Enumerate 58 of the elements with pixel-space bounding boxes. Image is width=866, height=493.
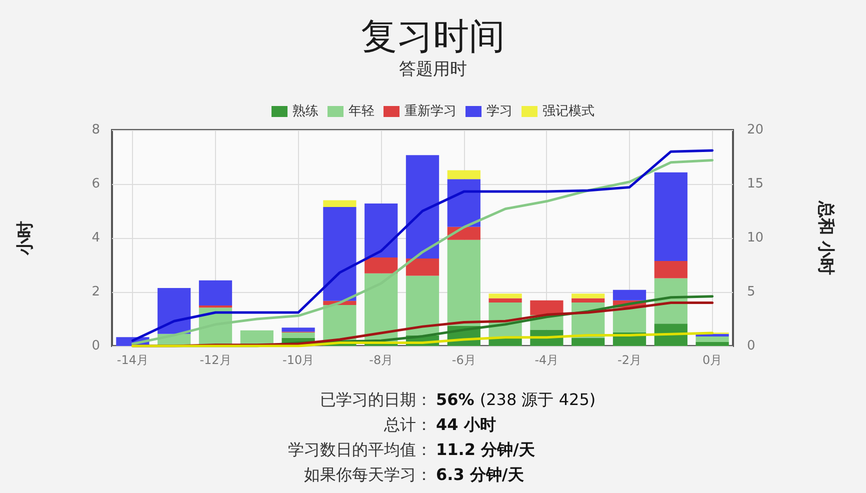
legend-label: 年轻 bbox=[348, 104, 374, 119]
bar bbox=[198, 280, 232, 306]
x-tick-label: -12月 bbox=[200, 353, 232, 367]
text: 总计： 44 小时 bbox=[384, 414, 496, 436]
legend-label: 熟练 bbox=[292, 104, 318, 119]
bar bbox=[696, 342, 729, 346]
text: 学习数日的平均值： 11.2 分钟/天 bbox=[288, 439, 535, 461]
x-tick-label: -2月 bbox=[618, 353, 642, 367]
bar bbox=[572, 294, 605, 298]
x-tick-label: -8月 bbox=[369, 353, 394, 367]
y2-tick-label: 5 bbox=[747, 284, 756, 300]
bar bbox=[654, 172, 688, 261]
y-tick-label: 4 bbox=[92, 230, 100, 246]
y2-axis-title: 总和 小时 bbox=[816, 200, 836, 275]
bar bbox=[612, 290, 646, 300]
bar bbox=[654, 260, 688, 278]
y2-tick-label: 20 bbox=[747, 122, 764, 138]
y-axis-title: 小时 bbox=[16, 221, 36, 256]
x-tick-label: -10月 bbox=[282, 353, 314, 367]
bar bbox=[406, 276, 440, 336]
legend-label: 学习 bbox=[486, 104, 512, 119]
bar bbox=[447, 170, 480, 180]
bar bbox=[488, 294, 522, 298]
bar bbox=[447, 240, 480, 326]
y-tick-label: 0 bbox=[92, 338, 100, 354]
y-tick-label: 2 bbox=[92, 284, 100, 300]
x-tick-label: -14月 bbox=[116, 353, 149, 367]
bar bbox=[488, 298, 522, 303]
bar bbox=[323, 200, 356, 207]
text: 已学习的日期： 56% (238 源于 425) bbox=[320, 389, 596, 411]
bar bbox=[572, 298, 605, 303]
x-tick-label: -6月 bbox=[452, 353, 476, 367]
bar bbox=[447, 179, 480, 227]
bar bbox=[282, 328, 315, 332]
bar bbox=[696, 336, 729, 342]
y-tick-label: 6 bbox=[92, 176, 100, 192]
bar bbox=[364, 257, 398, 274]
bar bbox=[406, 258, 440, 276]
y2-tick-label: 15 bbox=[747, 176, 764, 192]
y-tick-label: 8 bbox=[92, 122, 100, 138]
x-tick-label: -4月 bbox=[534, 353, 559, 367]
bar bbox=[530, 300, 564, 315]
legend-label: 重新学习 bbox=[404, 104, 456, 119]
text: 如果你每天学习： 6.3 分钟/天 bbox=[304, 464, 524, 486]
bar bbox=[282, 332, 315, 338]
legend-label: 强记模式 bbox=[542, 104, 594, 119]
bar bbox=[323, 206, 356, 301]
bar bbox=[612, 308, 646, 332]
chart-title: 复习时间 bbox=[361, 16, 505, 58]
bar bbox=[488, 338, 522, 346]
bar bbox=[158, 288, 191, 334]
bar bbox=[406, 155, 440, 259]
x-tick-label: 0月 bbox=[702, 353, 722, 367]
bar bbox=[572, 338, 605, 346]
y2-tick-label: 0 bbox=[747, 338, 756, 354]
chart-subtitle: 答题用时 bbox=[399, 60, 467, 80]
y2-tick-label: 10 bbox=[747, 230, 764, 246]
bar bbox=[364, 203, 398, 258]
